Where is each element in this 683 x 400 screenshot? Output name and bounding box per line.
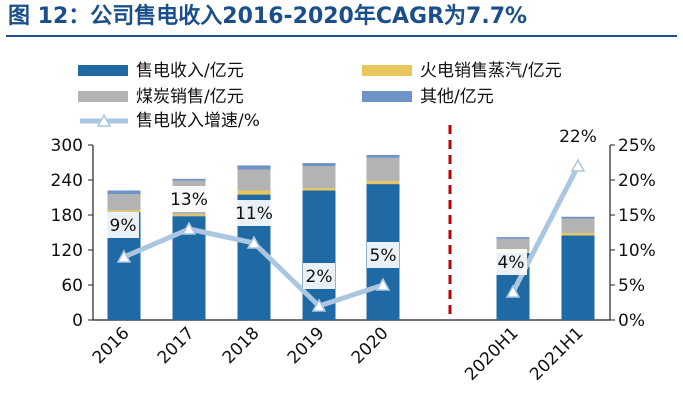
growth-label-box bbox=[556, 123, 600, 149]
legend-label: 火电销售蒸汽/亿元 bbox=[420, 61, 562, 81]
growth-point-marker bbox=[311, 298, 327, 312]
growth-data-label: 4% bbox=[498, 253, 525, 273]
growth-data-label: 22% bbox=[559, 127, 597, 147]
title-underline bbox=[6, 35, 677, 37]
y-left-tick-label: 120 bbox=[51, 241, 83, 261]
axes bbox=[88, 125, 615, 321]
bar-segment bbox=[237, 190, 271, 195]
chart-title: 图 12：公司售电收入2016-2020年CAGR为7.7% bbox=[8, 4, 528, 29]
growth-data-label: 9% bbox=[110, 216, 137, 236]
bar-segment bbox=[237, 169, 271, 191]
growth-point-marker bbox=[375, 277, 391, 291]
growth-data-label: 5% bbox=[370, 246, 397, 266]
growth-point-marker bbox=[505, 284, 521, 298]
x-tick-label: 2017 bbox=[154, 323, 199, 368]
legend-label: 售电收入增速/% bbox=[136, 111, 260, 131]
legend-swatch bbox=[78, 65, 128, 76]
y-right-tick-label: 25% bbox=[618, 136, 656, 156]
legend-label: 煤炭销售/亿元 bbox=[136, 87, 244, 107]
growth-point-marker bbox=[570, 158, 586, 172]
growth-label-box bbox=[167, 186, 211, 212]
y-right-tick-label: 15% bbox=[618, 206, 656, 226]
y-left-tick-label: 180 bbox=[51, 206, 83, 226]
x-tick-label: 2016 bbox=[89, 323, 134, 368]
growth-data-label: 13% bbox=[170, 190, 208, 210]
bar-segment bbox=[561, 218, 595, 234]
growth-label-box bbox=[303, 263, 335, 289]
legend-swatch bbox=[78, 91, 128, 102]
legend-label: 售电收入/亿元 bbox=[136, 61, 244, 81]
bar-segment bbox=[366, 154, 400, 158]
bar-segment bbox=[172, 178, 206, 181]
bar-segment bbox=[561, 235, 595, 320]
bar-segment bbox=[366, 157, 400, 182]
y-left-tick-label: 60 bbox=[61, 276, 83, 296]
growth-data-label: 2% bbox=[306, 267, 333, 287]
legend-swatch bbox=[362, 91, 412, 102]
bar-segment bbox=[561, 233, 595, 236]
legend-label: 其他/亿元 bbox=[420, 87, 494, 107]
bar-segment bbox=[237, 165, 271, 170]
y-right-tick-label: 5% bbox=[618, 276, 645, 296]
growth-label-box bbox=[232, 200, 276, 226]
bar-segment bbox=[302, 188, 336, 191]
bar-segment bbox=[561, 216, 595, 219]
y-left-tick-label: 240 bbox=[51, 171, 83, 191]
bar-segment bbox=[107, 210, 141, 213]
bar-segment bbox=[172, 214, 206, 217]
x-tick-label: 2019 bbox=[284, 323, 329, 368]
data-labels: 9% 13% 11% 2% 5% 4% 22% bbox=[107, 123, 600, 289]
bar-segment bbox=[302, 163, 336, 166]
legend: 售电收入/亿元 火电销售蒸汽/亿元 煤炭销售/亿元 其他/亿元 售电收入增速/% bbox=[0, 0, 683, 135]
growth-label-box bbox=[495, 249, 527, 275]
growth-point-marker bbox=[116, 249, 132, 263]
y-right-tick-label: 0% bbox=[618, 311, 645, 331]
growth-label-box bbox=[367, 242, 399, 268]
bar-segment bbox=[366, 181, 400, 185]
y-left-tick-label: 300 bbox=[51, 136, 83, 156]
bar-segment bbox=[107, 190, 141, 194]
y-left-tick-label: 0 bbox=[72, 311, 83, 331]
x-tick-label: 2020 bbox=[348, 323, 393, 368]
bar-segment bbox=[302, 166, 336, 189]
legend-swatch bbox=[362, 65, 412, 76]
bar-segment bbox=[496, 237, 530, 239]
growth-label-box bbox=[107, 212, 139, 238]
y-right-tick-label: 10% bbox=[618, 241, 656, 261]
growth-point-marker bbox=[246, 235, 262, 249]
growth-point-marker bbox=[181, 221, 197, 235]
x-tick-label: 2020H1 bbox=[461, 323, 522, 384]
growth-data-label: 11% bbox=[235, 204, 273, 224]
y-right-tick-label: 20% bbox=[618, 171, 656, 191]
bar-segment bbox=[496, 238, 530, 252]
legend-line-marker bbox=[80, 113, 128, 127]
x-tick-label: 2021H1 bbox=[526, 323, 587, 384]
x-tick-label: 2018 bbox=[219, 323, 264, 368]
bar-segment bbox=[107, 194, 141, 211]
